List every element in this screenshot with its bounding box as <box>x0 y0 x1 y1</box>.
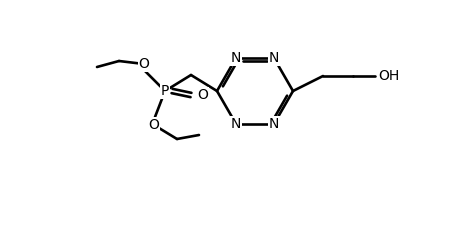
Text: P: P <box>161 84 169 98</box>
Text: O: O <box>197 88 208 102</box>
Text: N: N <box>268 51 278 65</box>
Text: O: O <box>148 118 159 132</box>
Text: N: N <box>230 51 241 65</box>
Text: N: N <box>268 117 278 131</box>
Text: N: N <box>230 117 241 131</box>
Text: OH: OH <box>378 69 399 83</box>
Text: O: O <box>138 57 149 71</box>
